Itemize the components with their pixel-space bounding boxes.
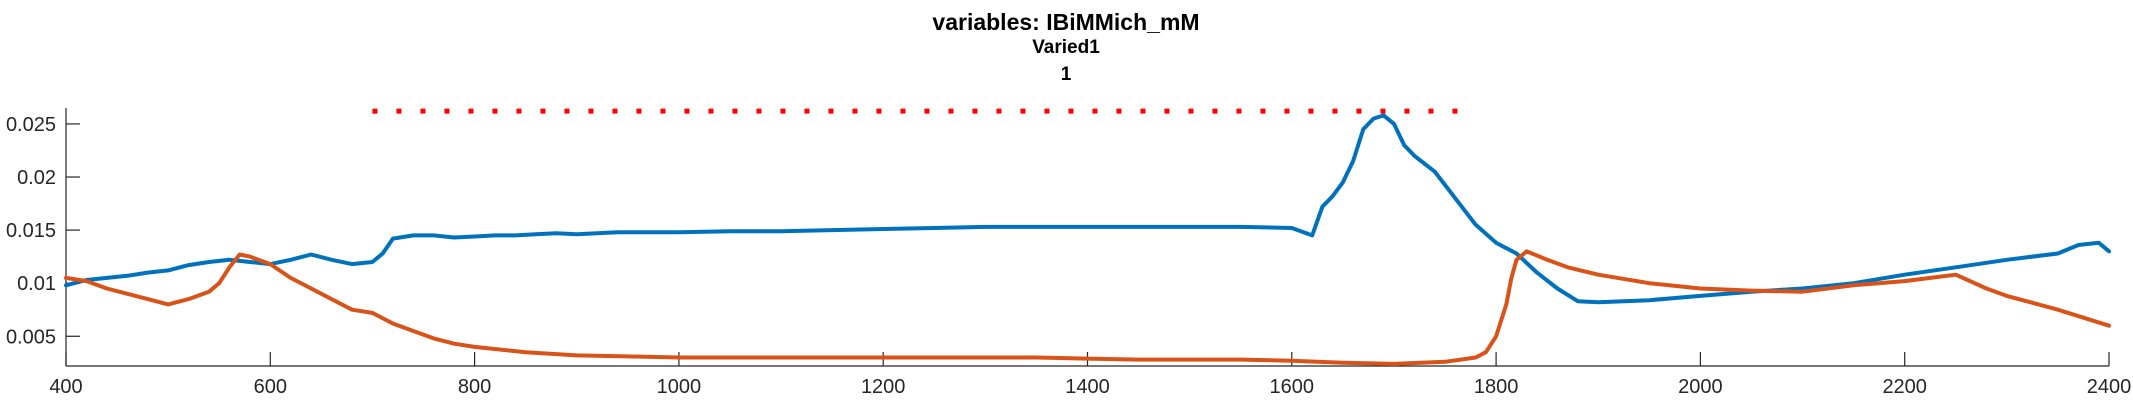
x-tick-label: 400 [49,376,82,398]
x-tick-label: 1800 [1474,376,1519,398]
chart-title: variables: IBiMMich_mM [932,9,1199,35]
series-line-orange [64,249,2111,366]
chart-subtitle-2: 1 [1061,64,1072,85]
x-tick-label: 1000 [657,376,702,398]
chart-subtitle: Varied1 [1032,37,1100,58]
y-tick-label: 0.025 [6,114,56,136]
y-tick-label: 0.005 [6,326,56,348]
plot-area: 400 600 800 1000 1200 1400 1600 1800 2000 2200 240… [6,108,2131,398]
x-tick-label: 600 [254,376,287,398]
x-tick-label: 2000 [1678,376,1723,398]
x-tick-label: 2200 [1882,376,1927,398]
x-tick-label: 1600 [1270,376,1315,398]
series-line-blue [64,113,2111,305]
y-tick-label: 0.02 [17,167,56,189]
x-tick-label: 800 [458,376,491,398]
x-tick-label: 1200 [861,376,906,398]
x-tick-label: 1400 [1065,376,1110,398]
x-tick-label: 2400 [2087,376,2132,398]
y-tick-label: 0.015 [6,220,56,242]
y-tick-label: 0.01 [17,273,56,295]
